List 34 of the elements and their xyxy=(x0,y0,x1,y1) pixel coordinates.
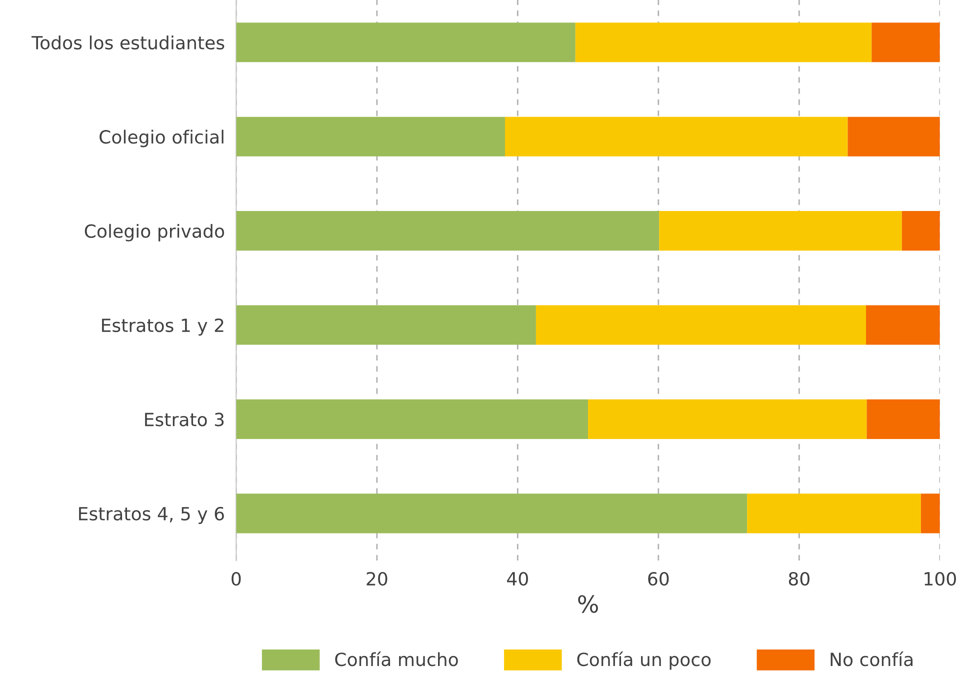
bar xyxy=(236,494,748,534)
bar xyxy=(902,211,940,251)
bar xyxy=(236,399,588,439)
y-tick-label: Estratos 1 y 2 xyxy=(102,318,224,336)
bar xyxy=(536,305,866,345)
y-tick-label: Estrato 3 xyxy=(145,412,224,426)
legend-label: Confía mucho xyxy=(335,652,458,666)
bar xyxy=(236,305,536,345)
bar xyxy=(866,305,940,345)
x-axis-title: % xyxy=(578,595,598,613)
y-tick-label: Estratos 4, 5 y 6 xyxy=(79,506,224,524)
bar xyxy=(659,211,902,251)
bar xyxy=(872,22,940,62)
x-tick-label: 0 xyxy=(232,572,241,586)
bar xyxy=(236,22,576,62)
bar xyxy=(920,494,940,534)
bar xyxy=(505,116,848,156)
x-tick-label: 80 xyxy=(788,572,810,586)
bar xyxy=(575,22,872,62)
bar xyxy=(236,211,660,251)
legend-label: Confía un poco xyxy=(577,652,711,670)
x-tick-label: 60 xyxy=(648,572,669,586)
x-tick-label: 100 xyxy=(924,572,956,586)
bar xyxy=(588,399,867,439)
y-tick-label: Colegio privado xyxy=(84,224,224,242)
y-tick-label: Todos los estudiantes xyxy=(32,36,224,50)
bar xyxy=(747,494,921,534)
y-tick-label: Colegio oficial xyxy=(100,130,224,148)
x-tick-label: 20 xyxy=(366,572,388,586)
bar xyxy=(866,399,940,439)
legend-label: No confía xyxy=(830,652,912,666)
bar xyxy=(236,116,505,156)
bar xyxy=(848,116,940,156)
x-tick-label: 40 xyxy=(507,572,528,586)
